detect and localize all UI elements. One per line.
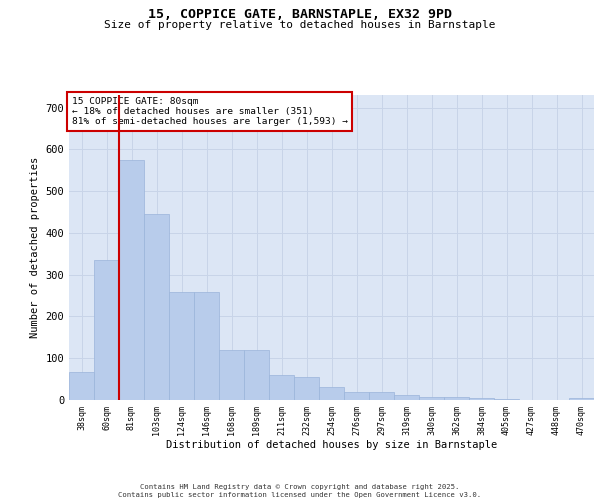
Bar [494,398,519,400]
Bar [169,292,194,400]
Text: Size of property relative to detached houses in Barnstaple: Size of property relative to detached ho… [104,20,496,30]
Bar [194,292,219,400]
Bar [444,398,469,400]
Bar [269,375,294,400]
Bar [369,392,394,400]
Bar [119,160,144,400]
Text: 15 COPPICE GATE: 80sqm
← 18% of detached houses are smaller (351)
81% of semi-de: 15 COPPICE GATE: 80sqm ← 18% of detached… [71,96,347,126]
Bar [469,398,494,400]
Bar [219,350,244,400]
Bar [569,398,594,400]
Bar [69,372,94,400]
Bar [294,377,319,400]
Bar [244,350,269,400]
X-axis label: Distribution of detached houses by size in Barnstaple: Distribution of detached houses by size … [166,440,497,450]
Bar [144,214,169,400]
Bar [94,260,119,400]
Y-axis label: Number of detached properties: Number of detached properties [30,157,40,338]
Bar [319,388,344,400]
Text: 15, COPPICE GATE, BARNSTAPLE, EX32 9PD: 15, COPPICE GATE, BARNSTAPLE, EX32 9PD [148,8,452,20]
Text: Contains HM Land Registry data © Crown copyright and database right 2025.
Contai: Contains HM Land Registry data © Crown c… [118,484,482,498]
Bar [394,394,419,400]
Bar [344,392,369,400]
Bar [419,396,444,400]
